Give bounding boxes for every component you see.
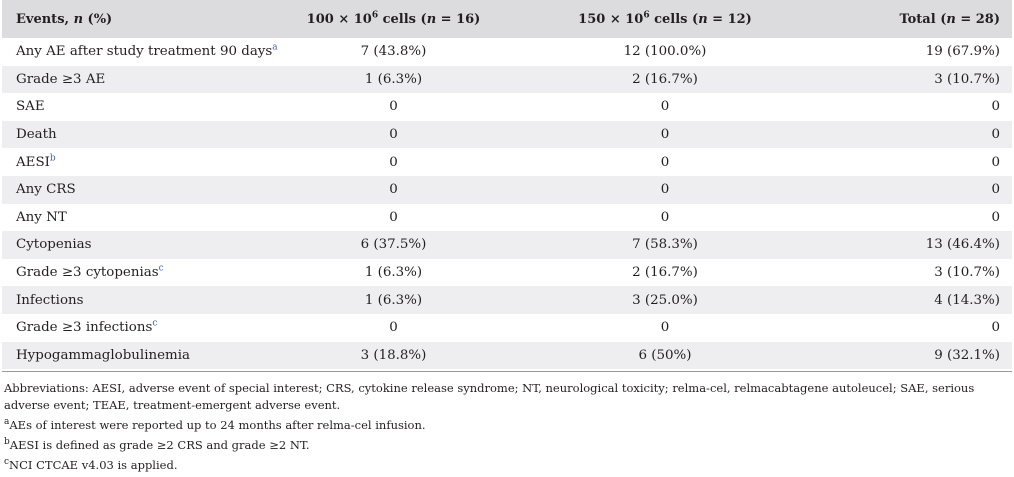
footnote-c: cNCI CTCAE v4.03 is applied.	[4, 457, 178, 473]
cell-total: 0	[991, 154, 1000, 170]
cell-dose-100: 0	[389, 99, 398, 115]
table-header-row: Events, n (%) 100 × 106 cells (n = 16) 1…	[2, 0, 1012, 38]
cell-dose-100: 6 (37.5%)	[360, 237, 427, 253]
cell-dose-100: 7 (43.8%)	[360, 44, 427, 60]
header-dose-150: 150 × 106 cells (n = 12)	[578, 10, 752, 27]
cell-dose-150: 12 (100.0%)	[623, 44, 707, 60]
row-label: Cytopenias	[16, 237, 92, 253]
cell-dose-150: 3 (25.0%)	[632, 292, 698, 308]
abbreviations-note: Abbreviations: AESI, adverse event of sp…	[4, 381, 975, 413]
table-row: Grade ≥3 AE 1 (6.3%) 2 (16.7%) 3 (10.7%)	[2, 65, 1012, 94]
row-label: Any CRS	[16, 182, 76, 198]
cell-dose-100: 1 (6.3%)	[364, 265, 423, 281]
row-label: Any AE after study treatment 90 daysa	[16, 42, 278, 60]
cell-dose-150: 7 (58.3%)	[632, 237, 698, 253]
header-events: Events, n (%)	[16, 11, 113, 27]
cell-dose-150: 0	[660, 154, 670, 170]
footnote-marker[interactable]: b	[49, 153, 56, 164]
table-row: SAE 0 0 0	[2, 93, 1012, 121]
table-row: Any CRS 0 0 0	[2, 175, 1012, 204]
row-label: AESIb	[16, 153, 56, 170]
cell-total: 0	[991, 320, 1000, 336]
table-row: Hypogammaglobulinemia 3 (18.8%) 6 (50%) 9 (…	[2, 341, 1012, 370]
cell-total: 9 (32.1%)	[934, 347, 1000, 363]
footnote-marker[interactable]: a	[272, 42, 278, 53]
cell-total: 19 (67.9%)	[925, 44, 1000, 60]
cell-dose-100: 0	[389, 209, 398, 225]
cell-dose-150: 0	[660, 99, 670, 115]
cell-dose-100: 1 (6.3%)	[364, 292, 423, 308]
cell-dose-100: 0	[389, 320, 398, 336]
row-label: Any NT	[16, 209, 67, 225]
footnote-b: bAESI is defined as grade ≥2 CRS and gra…	[4, 437, 310, 453]
table-row: Death 0 0 0	[2, 120, 1012, 149]
cell-total: 3 (10.7%)	[934, 71, 1000, 87]
row-label: SAE	[16, 99, 45, 115]
cell-dose-150: 0	[660, 209, 670, 225]
cell-dose-150: 6 (50%)	[638, 347, 692, 363]
table-row: Infections 1 (6.3%) 3 (25.0%) 4 (14.3%)	[2, 286, 1012, 314]
cell-total: 4 (14.3%)	[934, 292, 1000, 308]
cell-total: 13 (46.4%)	[925, 237, 1000, 253]
table-row: AESIb 0 0 0	[2, 148, 1012, 176]
row-label: Infections	[16, 292, 84, 308]
table-row: Cytopenias 6 (37.5%) 7 (58.3%) 13 (46.4%)	[2, 231, 1012, 259]
table-notes: Abbreviations: AESI, adverse event of sp…	[0, 372, 1008, 474]
row-label: Hypogammaglobulinemia	[16, 347, 190, 363]
row-label: Grade ≥3 cytopeniasc	[16, 263, 164, 281]
footnote-marker[interactable]: c	[152, 318, 158, 329]
cell-dose-150: 0	[660, 320, 670, 336]
table-row: Grade ≥3 infectionsc 0 0 0	[2, 313, 1012, 342]
table-row: Any NT 0 0 0	[2, 203, 1012, 232]
adverse-events-table: Events, n (%) 100 × 106 cells (n = 16) 1…	[2, 0, 1012, 370]
cell-dose-150: 2 (16.7%)	[632, 265, 698, 281]
cell-dose-100: 0	[389, 127, 398, 143]
row-label: Death	[16, 127, 57, 143]
table-bottom-rule	[2, 371, 1012, 373]
header-dose-100: 100 × 106 cells (n = 16)	[306, 10, 481, 27]
cell-dose-100: 0	[389, 182, 398, 198]
cell-dose-150: 0	[660, 127, 670, 143]
cell-dose-100: 1 (6.3%)	[364, 71, 423, 87]
cell-dose-100: 3 (18.8%)	[360, 347, 427, 363]
row-label: Grade ≥3 AE	[16, 71, 106, 87]
footnote-a: aAEs of interest were reported up to 24 …	[4, 417, 426, 433]
footnote-marker[interactable]: c	[158, 263, 164, 274]
table-row: Grade ≥3 cytopeniasc 1 (6.3%) 2 (16.7%) 3 (…	[2, 258, 1012, 287]
cell-total: 0	[991, 99, 1000, 115]
cell-total: 0	[991, 182, 1000, 198]
cell-dose-150: 2 (16.7%)	[632, 71, 698, 87]
cell-total: 0	[991, 127, 1000, 143]
cell-total: 0	[991, 209, 1000, 225]
table-row: Any AE after study treatment 90 daysa 7 (…	[2, 38, 1012, 66]
cell-dose-100: 0	[389, 154, 398, 170]
cell-total: 3 (10.7%)	[934, 265, 1000, 281]
cell-dose-150: 0	[660, 182, 670, 198]
row-label: Grade ≥3 infectionsc	[16, 318, 158, 336]
header-total: Total (n = 28)	[899, 11, 1000, 27]
